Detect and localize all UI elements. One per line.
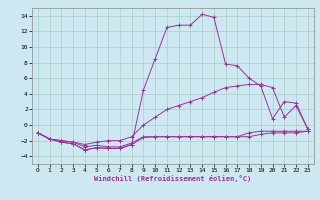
X-axis label: Windchill (Refroidissement éolien,°C): Windchill (Refroidissement éolien,°C) [94, 175, 252, 182]
